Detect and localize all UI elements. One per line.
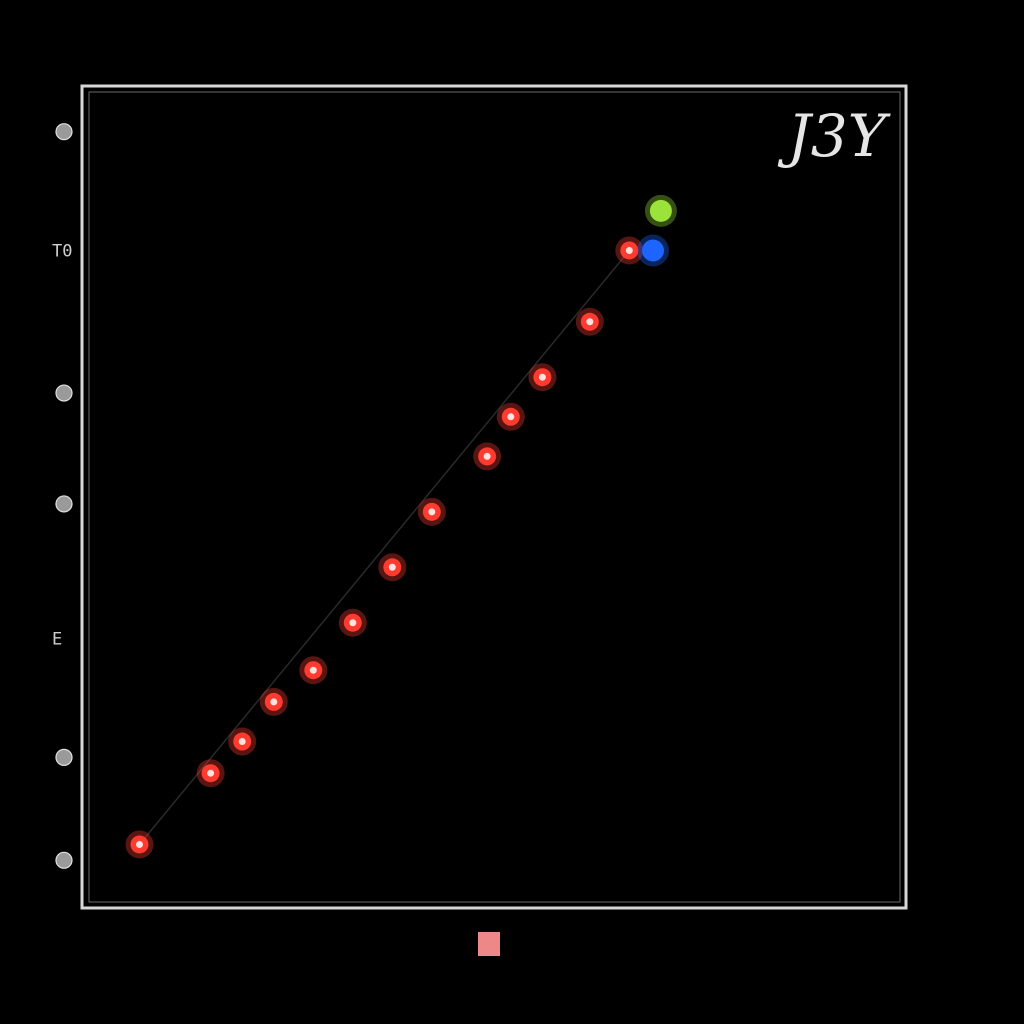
data-point-highlight [238, 738, 246, 746]
data-point [378, 553, 407, 582]
data-point [338, 608, 367, 637]
data-point [125, 830, 154, 859]
data-point-highlight [270, 698, 278, 706]
data-point-highlight [625, 246, 633, 254]
data-point-highlight [388, 563, 396, 571]
data-point-highlight [507, 413, 515, 421]
data-point [496, 402, 525, 431]
y-tick-label: T0 [52, 241, 72, 261]
data-point [299, 656, 328, 685]
y-axis-ticks: T0 E [52, 123, 73, 869]
plot-frame [80, 84, 908, 910]
y-tick-marker [55, 384, 73, 402]
y-tick-label: E [52, 630, 62, 650]
data-point-highlight [483, 452, 491, 460]
data-point [528, 363, 557, 392]
x-axis-label-swatch [478, 932, 500, 956]
data-point-highlight [538, 373, 546, 381]
data-point [417, 497, 446, 526]
data-point [644, 194, 677, 227]
data-point-highlight [207, 769, 215, 777]
data-point [473, 442, 502, 471]
data-point-highlight [586, 318, 594, 326]
data-point [637, 234, 669, 267]
y-tick-marker [55, 495, 73, 513]
data-point-highlight [428, 508, 436, 516]
data-point [196, 759, 225, 788]
x-axis-label [478, 932, 500, 956]
data-point [228, 727, 257, 756]
plot-frame-inner [88, 91, 901, 903]
data-point-highlight [349, 619, 357, 627]
data-point [259, 687, 288, 716]
data-point [575, 307, 604, 336]
data-point-highlight [136, 840, 143, 848]
trend-line [138, 250, 630, 845]
data-point-marker [642, 239, 664, 262]
data-point [615, 236, 644, 265]
y-tick-marker [55, 123, 73, 141]
data-point-marker [649, 199, 672, 222]
data-point-highlight [309, 666, 317, 674]
y-tick-marker [55, 748, 73, 766]
data-points [125, 194, 677, 859]
y-tick-marker [55, 851, 73, 869]
corner-label: J3Y [778, 102, 891, 170]
